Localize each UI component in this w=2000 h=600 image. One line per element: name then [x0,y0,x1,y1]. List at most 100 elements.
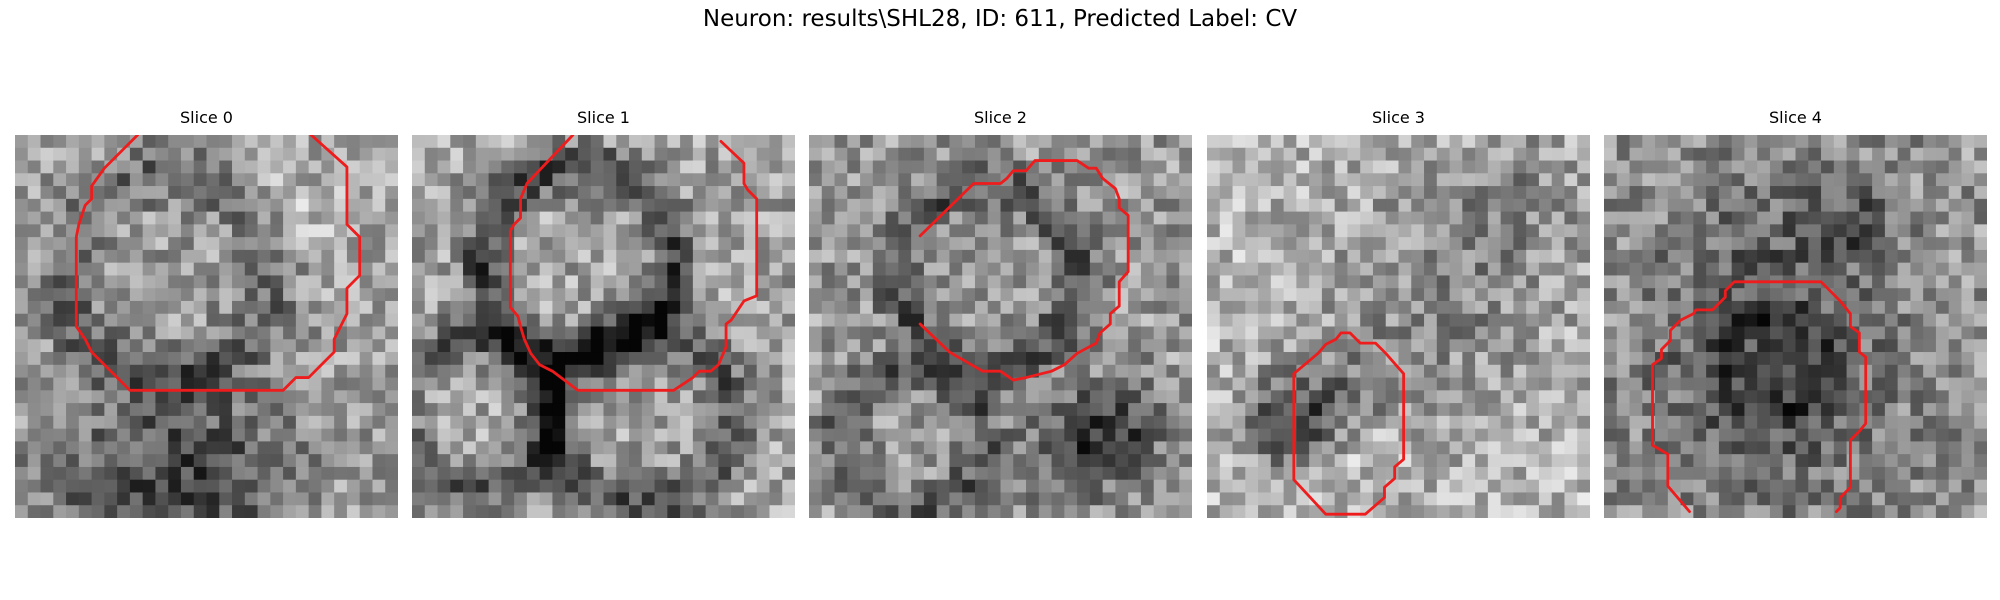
pixel [180,135,195,149]
pixel [1166,262,1180,276]
pixel [66,339,80,353]
pixel [834,415,848,430]
pixel [821,186,836,200]
pixel [1089,224,1104,238]
pixel [1846,505,1860,518]
pixel [1179,428,1192,442]
pixel [731,275,745,289]
pixel [1757,364,1771,379]
pixel [718,428,732,442]
pixel [437,479,451,493]
pixel [565,492,579,506]
pixel [27,505,42,518]
pixel [1884,326,1899,340]
pixel [412,339,426,353]
pixel [1821,377,1835,391]
pixel [1500,275,1514,289]
pixel [1270,313,1285,328]
pixel [1948,135,1962,149]
pixel [1232,492,1246,506]
pixel [526,135,541,149]
pixel [769,352,783,366]
pixel [1629,454,1643,468]
pixel [526,224,541,238]
pixel [437,352,451,366]
pixel [1551,492,1565,506]
pixel [1411,390,1425,404]
pixel [1462,211,1476,225]
pixel [308,466,322,481]
pixel [1604,198,1618,213]
pixel [1551,160,1565,174]
pixel [987,249,1002,264]
pixel [1232,237,1246,251]
pixel [1128,147,1142,162]
pixel [872,198,887,213]
pixel [424,415,439,430]
pixel [1385,492,1400,506]
pixel [1833,147,1848,162]
pixel [450,224,464,238]
pixel [1500,441,1514,455]
pixel [1102,364,1116,379]
pixel [1000,147,1014,162]
pixel [911,466,925,481]
pixel [1551,403,1565,417]
pixel [1140,364,1155,379]
pixel [1744,313,1758,328]
pixel [923,249,938,264]
pixel [923,377,938,391]
pixel [680,364,694,379]
pixel [463,186,477,200]
pixel [603,505,617,518]
pixel [885,505,899,518]
pixel [257,135,271,149]
pixel [1884,198,1899,213]
pixel [1706,211,1720,225]
pixel [654,300,668,315]
pixel [53,492,67,506]
pixel [590,505,605,518]
pixel [463,339,477,353]
pixel [1629,186,1643,200]
pixel [1089,275,1104,289]
pixel [590,313,605,328]
pixel [629,186,643,200]
pixel [936,454,950,468]
pixel [743,415,758,430]
pixel [1153,339,1167,353]
pixel [270,390,284,404]
pixel [104,262,118,276]
pixel [53,326,67,340]
pixel [168,224,182,238]
pixel [1604,339,1618,353]
pixel [885,364,899,379]
pixel [1795,237,1809,251]
pixel [450,186,464,200]
pixel [1309,339,1323,353]
pixel [1718,492,1733,506]
pixel [1974,390,1987,404]
pixel [1935,377,1950,391]
pixel [923,237,938,251]
pixel [142,237,156,251]
pixel [654,288,668,302]
pixel [180,326,195,340]
pixel [1935,339,1950,353]
pixel [385,237,398,251]
pixel [821,160,836,174]
pixel [1884,211,1899,225]
pixel [1436,364,1451,379]
pixel [1207,186,1221,200]
pixel [1179,377,1192,391]
pixel [809,390,823,404]
pixel [27,249,42,264]
pixel [616,492,630,506]
pixel [514,135,528,149]
pixel [1500,135,1514,149]
pixel [1000,352,1014,366]
pixel [1153,173,1167,187]
pixel [412,454,426,468]
pixel [1436,173,1451,187]
pixel [616,211,630,225]
